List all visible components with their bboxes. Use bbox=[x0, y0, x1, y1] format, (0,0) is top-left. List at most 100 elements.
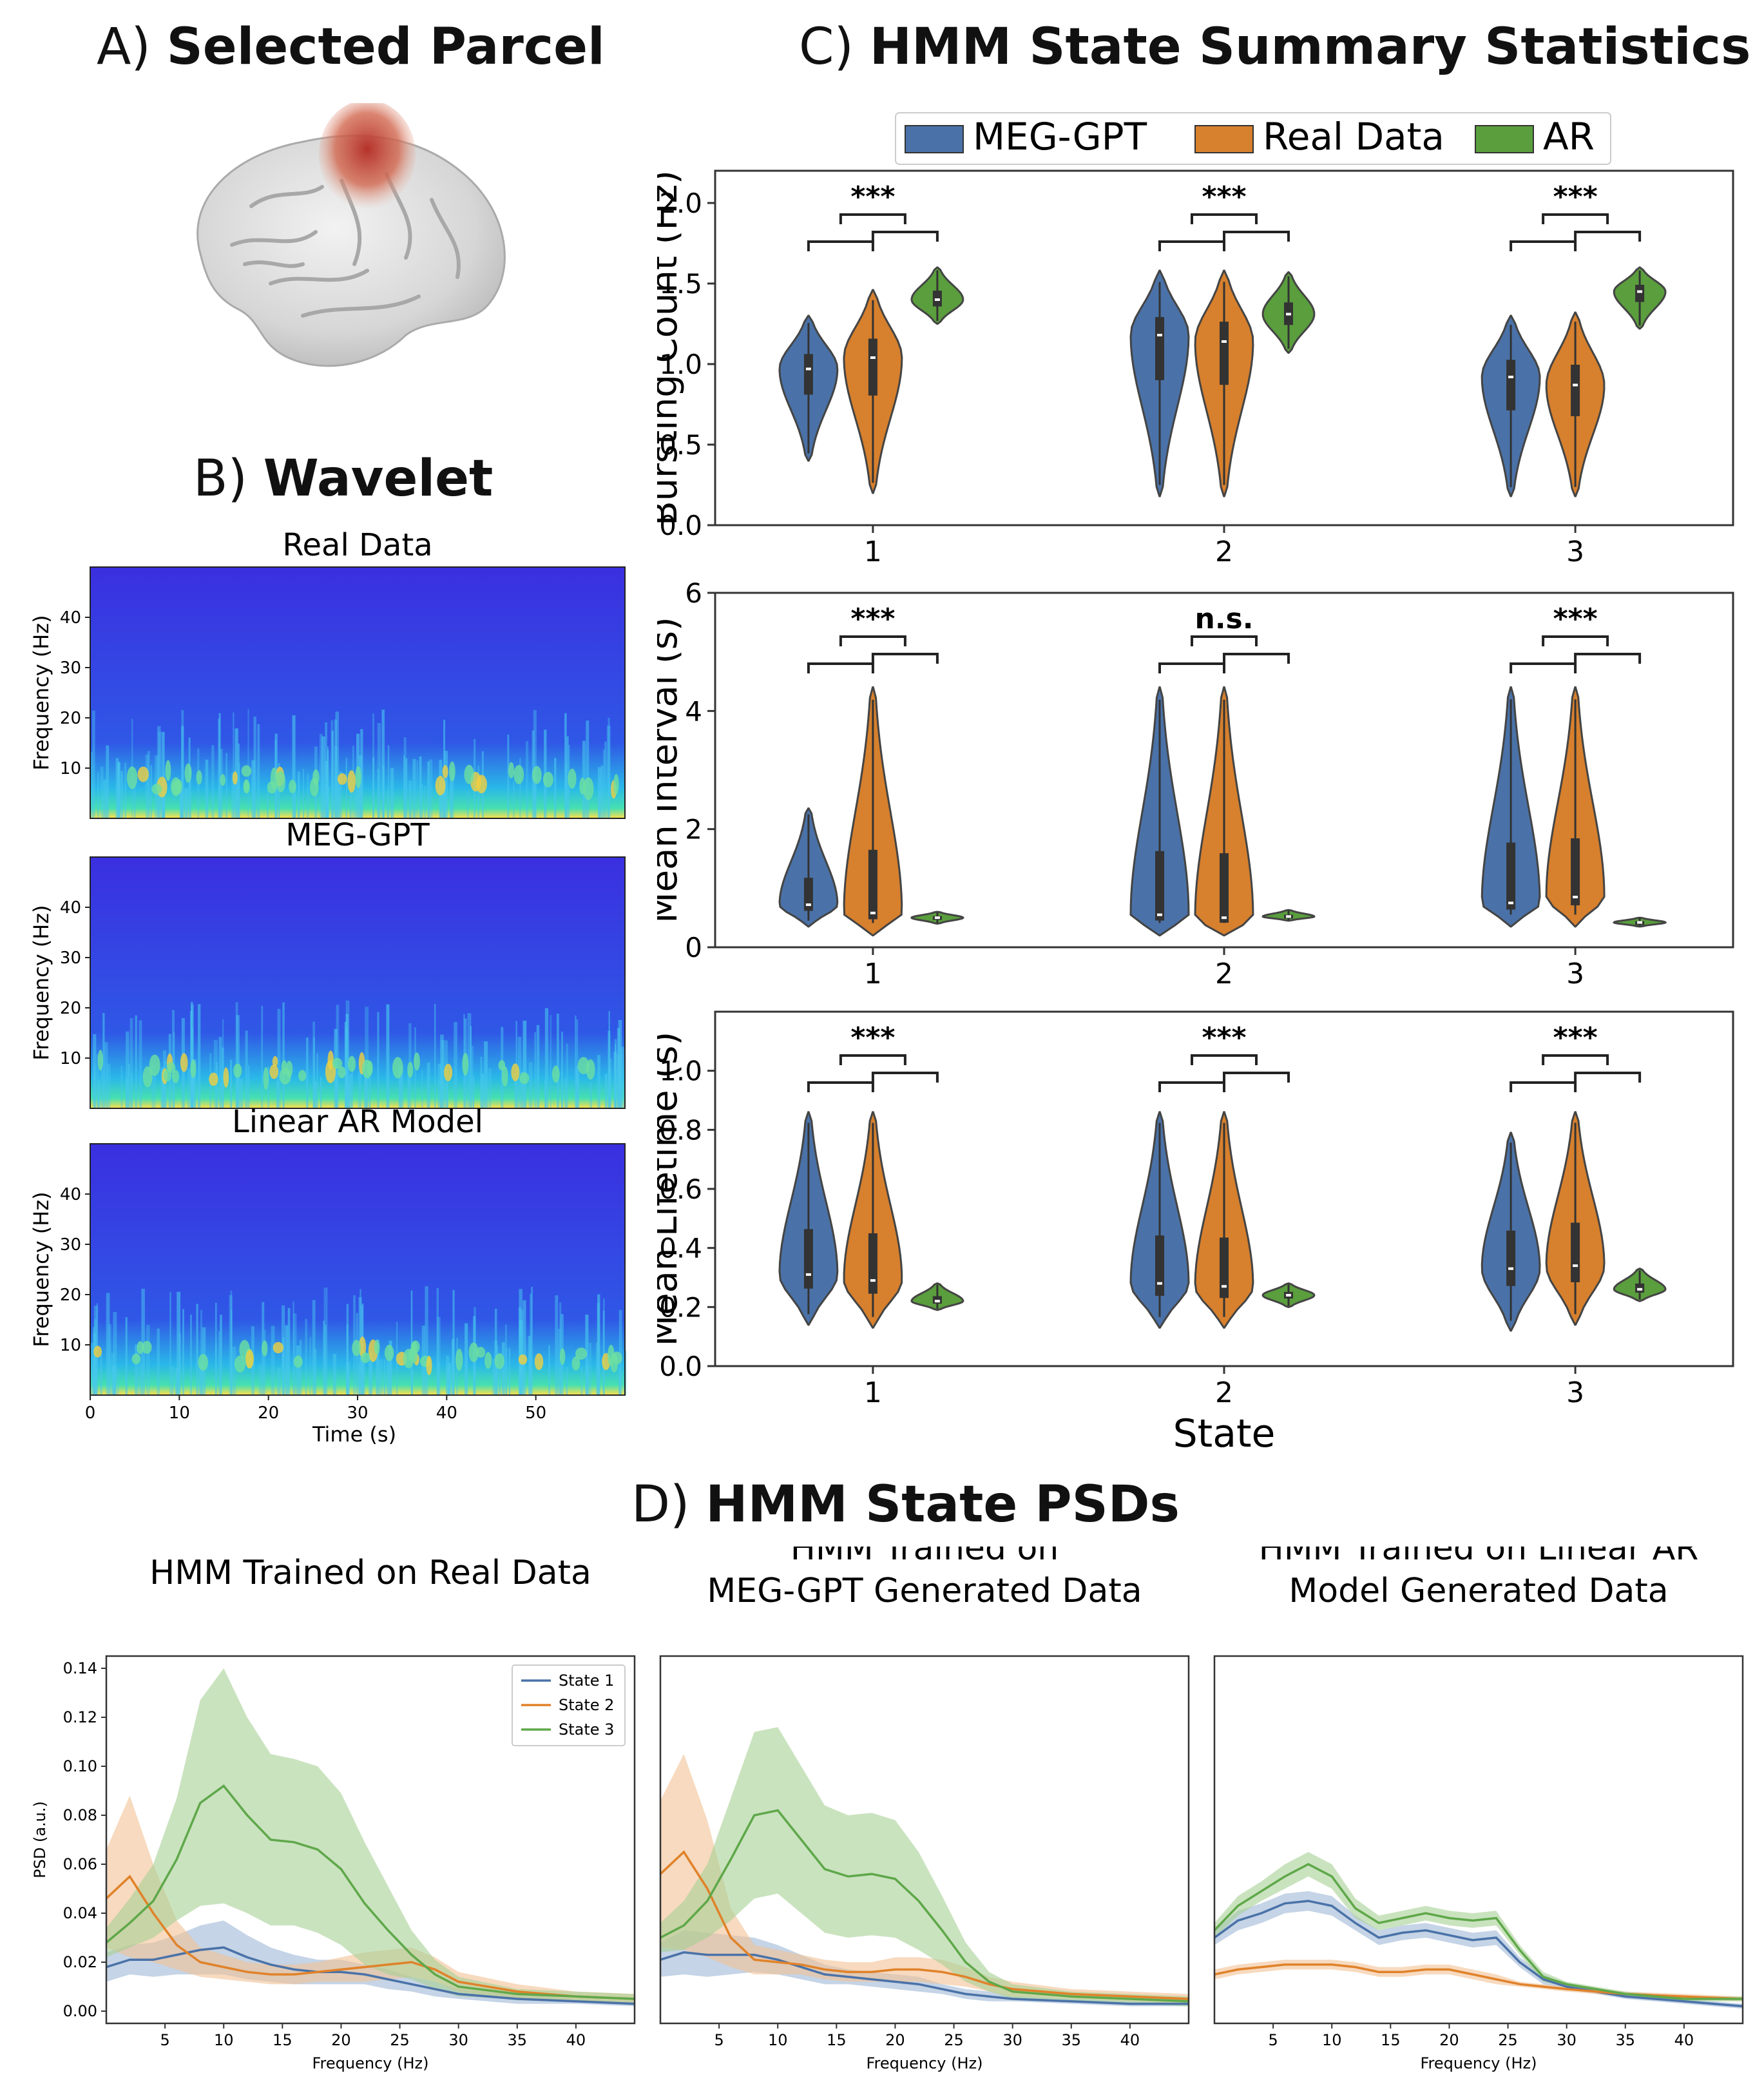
spectrogram-streak bbox=[448, 1363, 452, 1395]
psd-x-tick-label: 25 bbox=[390, 2031, 410, 2049]
spectrogram-streak bbox=[440, 791, 442, 818]
significance-bracket bbox=[1191, 213, 1258, 224]
spectrogram-streak bbox=[321, 736, 325, 818]
violin-median-mark bbox=[1222, 340, 1227, 343]
violin-y-tick-label: 4 bbox=[685, 695, 702, 727]
panel-b-heading: Wavelet bbox=[263, 450, 494, 508]
panel-a-letter: A) bbox=[97, 18, 151, 76]
psd-x-tick-label: 30 bbox=[1002, 2031, 1022, 2049]
spectrogram-streak bbox=[436, 1288, 439, 1395]
spectrogram-blob bbox=[442, 765, 448, 778]
psd-x-tick-label: 15 bbox=[273, 2031, 292, 2049]
psd-x-tick-label: 5 bbox=[160, 2031, 169, 2049]
brain-illustration bbox=[197, 103, 506, 367]
spectrogram-blob bbox=[93, 1345, 102, 1358]
violin-median-mark bbox=[1637, 921, 1643, 924]
spectrogram-streak bbox=[218, 1037, 222, 1108]
spectrogram-blob bbox=[293, 1355, 303, 1368]
spectrogram-streak bbox=[467, 1013, 472, 1108]
violin-iqr-box bbox=[868, 849, 877, 920]
spectrogram-streak bbox=[316, 1053, 318, 1108]
spectrogram-streak bbox=[528, 1062, 533, 1108]
spectrogram-streak bbox=[335, 711, 340, 818]
psd-axes-frame bbox=[659, 1655, 1190, 2025]
spectrogram-blob bbox=[97, 1050, 104, 1071]
psd-x-tick-label: 20 bbox=[1439, 2031, 1459, 2049]
spectrogram-streak bbox=[498, 1367, 501, 1395]
psd-y-tick-label: 0.10 bbox=[63, 1757, 97, 1775]
spectrogram-blob bbox=[475, 775, 487, 794]
spectrogram-streak bbox=[345, 1014, 349, 1108]
spectrogram-streak bbox=[314, 1081, 317, 1108]
spectrogram-streak bbox=[334, 1028, 338, 1108]
spectrogram-blob bbox=[583, 777, 594, 800]
spectrogram-streak bbox=[181, 726, 184, 818]
spectrogram-blob bbox=[165, 760, 171, 782]
spectrogram-streak bbox=[104, 1042, 108, 1108]
panel-a-heading: Selected Parcel bbox=[166, 18, 605, 76]
significance-label: *** bbox=[850, 180, 895, 213]
violin-median-mark bbox=[1508, 376, 1514, 378]
violin-y-tick-label: 0.2 bbox=[659, 1291, 702, 1323]
spectrogram-streak bbox=[614, 1039, 617, 1108]
spectrogram-streak bbox=[379, 1359, 383, 1395]
spectrogram-blob bbox=[245, 1349, 254, 1369]
significance-label: *** bbox=[1202, 180, 1246, 213]
spectrogram-blob bbox=[518, 1354, 528, 1365]
violin-median-mark bbox=[1222, 916, 1227, 920]
violin-x-tick-label: 2 bbox=[1215, 1376, 1233, 1409]
spectrogram-streak bbox=[559, 1302, 562, 1395]
spectrogram-streak bbox=[421, 1070, 423, 1108]
psd-x-tick-label: 40 bbox=[566, 2031, 586, 2049]
spectrogram-streak bbox=[197, 1004, 201, 1108]
spectrogram-streak bbox=[189, 767, 191, 818]
violin-iqr-box bbox=[1220, 322, 1229, 385]
spectrogram-streak bbox=[386, 1004, 390, 1108]
spectrogram-streak bbox=[267, 790, 269, 818]
spectrogram-streak bbox=[437, 1316, 441, 1395]
spectrogram-streak bbox=[434, 1003, 436, 1108]
spectrogram-streak bbox=[450, 767, 454, 818]
spectrogram-blob bbox=[501, 1066, 508, 1087]
spectrogram-streak bbox=[307, 773, 309, 818]
spectrogram-blob bbox=[443, 1063, 453, 1081]
spectrogram-streak bbox=[446, 1355, 450, 1395]
violin-x-label: State bbox=[1173, 1411, 1276, 1456]
spectrogram-streak bbox=[282, 1002, 285, 1108]
spectrogram-blob bbox=[551, 1065, 560, 1083]
spectrogram-streak bbox=[293, 1313, 297, 1395]
psd-legend-label: State 2 bbox=[559, 1696, 614, 1714]
spectrogram-streak bbox=[338, 779, 341, 818]
spectrogram-streak bbox=[544, 1079, 546, 1108]
psd-x-tick-label: 10 bbox=[214, 2031, 234, 2049]
spectrogram-streak bbox=[309, 1336, 312, 1395]
panel-d-title: D) HMM State PSDs bbox=[631, 1476, 1180, 1534]
legend-swatch bbox=[1475, 125, 1534, 153]
psd-series-line bbox=[1213, 1900, 1743, 2008]
significance-bracket bbox=[1158, 1081, 1225, 1092]
spectrogram-blob bbox=[285, 1061, 293, 1077]
spectrogram-streak bbox=[117, 1369, 119, 1395]
psd-plot-title: MEG-GPT Generated Data bbox=[707, 1572, 1142, 1610]
wavelet-x-tick-label: 0 bbox=[85, 1403, 96, 1423]
spectrogram-blob bbox=[358, 1336, 367, 1358]
spectrogram-streak bbox=[277, 1008, 281, 1108]
psd-x-tick-label: 5 bbox=[714, 2031, 724, 2049]
spectrogram-streak bbox=[501, 1342, 505, 1395]
violin-iqr-box bbox=[1506, 1230, 1516, 1286]
spectrogram-streak bbox=[323, 1320, 325, 1395]
spectrogram-blob bbox=[613, 774, 619, 795]
spectrogram-streak bbox=[305, 1318, 307, 1395]
significance-bracket bbox=[1223, 1072, 1290, 1083]
violin-figure: MEG-GPT Real Data AR 0.0 0.5 1.0 1.5 2.0Burstin… bbox=[657, 112, 1734, 1456]
spectrogram-blob bbox=[608, 1344, 615, 1366]
spectrogram-blob bbox=[126, 766, 138, 789]
spectrogram-streak bbox=[494, 1308, 497, 1395]
spectrogram-streak bbox=[390, 767, 394, 818]
violin-median-mark bbox=[934, 1300, 940, 1303]
spectrogram-streak bbox=[160, 1067, 164, 1108]
spectrogram-streak bbox=[205, 759, 209, 818]
spectrogram-blob bbox=[392, 1057, 403, 1079]
spectrogram-streak bbox=[441, 786, 445, 818]
spectrogram-streak bbox=[230, 1290, 233, 1395]
